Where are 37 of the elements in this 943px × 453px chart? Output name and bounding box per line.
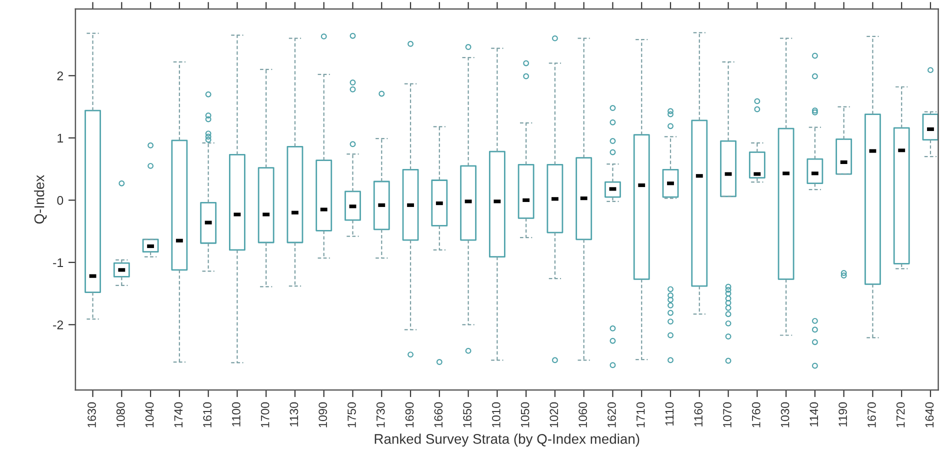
x-tick-label: 1160 bbox=[694, 402, 703, 426]
x-tick-label: 1090 bbox=[318, 402, 328, 428]
y-tick-label: 0 bbox=[57, 196, 64, 205]
x-tick-label: 1070 bbox=[723, 402, 732, 428]
x-tick-label: 1640 bbox=[925, 402, 934, 428]
x-tick-label: 1720 bbox=[896, 402, 905, 428]
y-tick-label: 1 bbox=[58, 134, 64, 142]
x-tick-label: 1040 bbox=[145, 402, 154, 428]
x-tick-label: 1080 bbox=[116, 402, 125, 428]
x-tick-label: 1110 bbox=[665, 402, 674, 426]
x-tick-label: 1050 bbox=[520, 402, 530, 428]
x-tick-label: 1060 bbox=[578, 402, 588, 428]
x-tick-label: 1610 bbox=[203, 402, 212, 428]
x-tick-label: 1130 bbox=[290, 402, 298, 426]
y-tick-label: -1 bbox=[53, 258, 64, 267]
x-tick-label: 1620 bbox=[608, 402, 616, 428]
y-tick-label: -2 bbox=[53, 320, 64, 330]
x-tick-label: 1700 bbox=[260, 402, 270, 428]
x-tick-label: 1650 bbox=[463, 402, 472, 428]
x-tick-label: 1020 bbox=[550, 402, 558, 428]
y-tick-label: 2 bbox=[57, 71, 64, 80]
y-axis-title: Q-Index bbox=[34, 174, 47, 224]
x-tick-label: 1710 bbox=[636, 402, 645, 428]
x-tick-label: 1190 bbox=[838, 402, 847, 426]
x-tick-label: 1630 bbox=[88, 402, 96, 428]
x-tick-label: 1690 bbox=[405, 402, 414, 428]
x-tick-label: 1750 bbox=[348, 402, 356, 428]
x-axis-title: Ranked Survey Strata (by Q-Index median) bbox=[374, 434, 640, 447]
x-tick-label: 1760 bbox=[752, 402, 760, 428]
x-tick-label: 1140 bbox=[810, 402, 818, 426]
x-tick-label: 1030 bbox=[780, 402, 790, 428]
x-tick-label: 1660 bbox=[434, 402, 443, 428]
x-tick-label: 1740 bbox=[174, 402, 183, 428]
x-tick-label: 1100 bbox=[232, 402, 240, 426]
x-tick-label: 1730 bbox=[376, 402, 385, 428]
x-tick-label: 1670 bbox=[868, 402, 876, 428]
x-tick-label: 1010 bbox=[492, 402, 500, 428]
